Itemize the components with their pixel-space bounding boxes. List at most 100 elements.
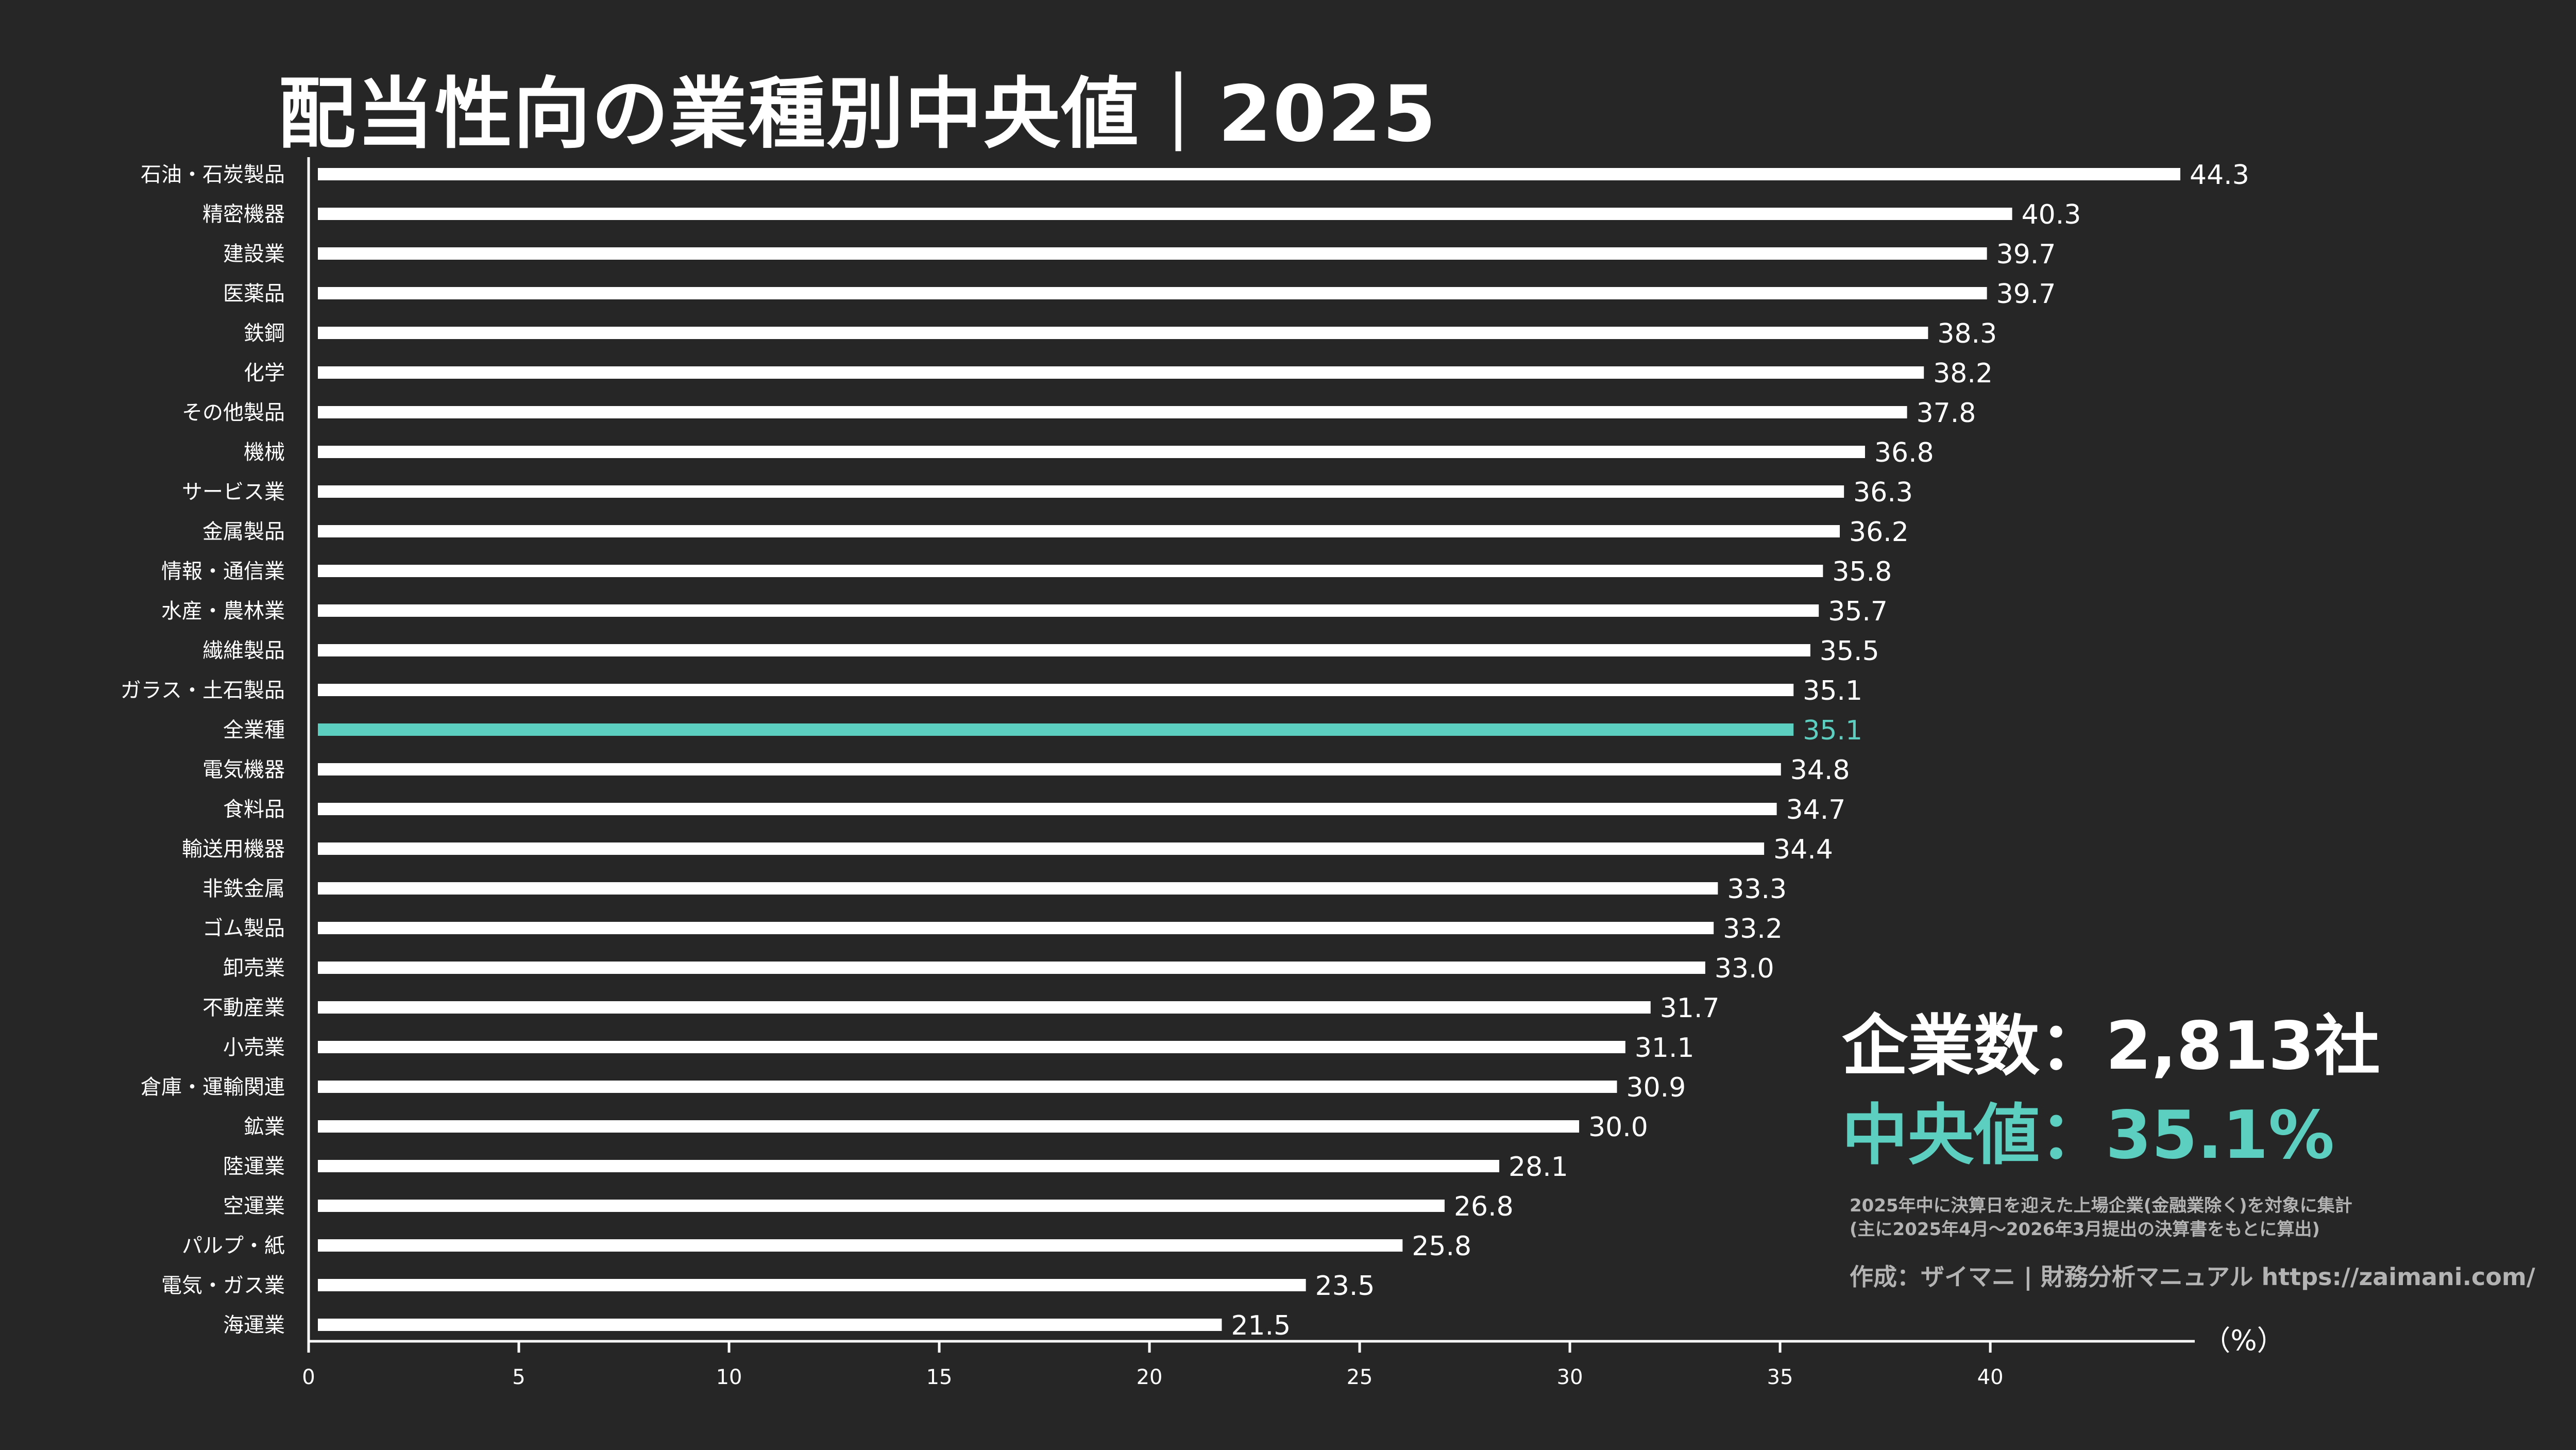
category-label-12: 繊維製品 bbox=[202, 639, 285, 663]
category-label-20: 卸売業 bbox=[223, 956, 285, 980]
category-label-26: 空運業 bbox=[223, 1194, 285, 1218]
x-tick-label-4: 20 bbox=[1137, 1365, 1163, 1389]
bar-10 bbox=[318, 565, 1823, 577]
value-label-29: 21.5 bbox=[1231, 1310, 1291, 1341]
page-title: 配当性向の業種別中央値｜2025 bbox=[278, 70, 1437, 159]
value-label-27: 25.8 bbox=[1412, 1231, 1471, 1262]
bar-25 bbox=[318, 1160, 1500, 1172]
value-label-19: 33.2 bbox=[1723, 914, 1783, 945]
bar-28 bbox=[318, 1279, 1306, 1291]
bar-1 bbox=[318, 208, 2012, 220]
value-label-18: 33.3 bbox=[1727, 874, 1787, 905]
category-label-18: 非鉄金属 bbox=[202, 877, 285, 901]
value-label-21: 31.7 bbox=[1660, 993, 1720, 1024]
value-label-22: 31.1 bbox=[1635, 1033, 1694, 1064]
x-tick-label-8: 40 bbox=[1977, 1365, 2004, 1389]
category-label-7: 機械 bbox=[244, 441, 285, 464]
value-label-24: 30.0 bbox=[1588, 1112, 1648, 1143]
bar-13 bbox=[318, 684, 1794, 696]
value-label-20: 33.0 bbox=[1715, 953, 1774, 984]
category-label-27: パルプ・紙 bbox=[182, 1234, 285, 1258]
footnote: 2025年中に決算日を迎えた上場企業(金融業除く)を対象に集計 (主に2025年… bbox=[1850, 1194, 2352, 1242]
summary-box: 企業数：2,813社 中央値：35.1% bbox=[1842, 1002, 2380, 1181]
x-axis-unit: （%） bbox=[2202, 1324, 2284, 1357]
bar-21 bbox=[318, 1001, 1651, 1014]
x-tick-label-5: 25 bbox=[1347, 1365, 1373, 1389]
value-label-0: 44.3 bbox=[2190, 160, 2249, 191]
value-label-9: 36.2 bbox=[1849, 517, 1909, 548]
bar-16 bbox=[318, 803, 1777, 815]
value-label-7: 36.8 bbox=[1874, 437, 1934, 468]
value-label-28: 23.5 bbox=[1315, 1271, 1375, 1302]
x-tick-label-6: 30 bbox=[1557, 1365, 1583, 1389]
bar-19 bbox=[318, 922, 1714, 934]
bar-15 bbox=[318, 763, 1781, 775]
bar-27 bbox=[318, 1239, 1403, 1252]
value-label-13: 35.1 bbox=[1803, 676, 1862, 706]
bar-23 bbox=[318, 1081, 1617, 1093]
x-axis: 0 5 10 15 20 25 30 35 40 bbox=[302, 157, 2195, 1389]
category-label-28: 電気・ガス業 bbox=[161, 1274, 285, 1297]
value-label-15: 34.8 bbox=[1790, 755, 1850, 786]
value-label-6: 37.8 bbox=[1917, 398, 1976, 429]
category-label-2: 建設業 bbox=[223, 242, 285, 266]
category-label-22: 小売業 bbox=[223, 1036, 285, 1059]
category-label-23: 倉庫・運輸関連 bbox=[141, 1075, 285, 1099]
footnote-line-2: (主に2025年4月〜2026年3月提出の決算書をもとに算出) bbox=[1850, 1219, 2320, 1240]
category-label-15: 電気機器 bbox=[202, 758, 285, 782]
value-label-12: 35.5 bbox=[1820, 636, 1879, 667]
bar-9 bbox=[318, 525, 1840, 537]
bar-4 bbox=[318, 327, 1928, 339]
bar-14 bbox=[318, 723, 1794, 736]
x-tick-label-3: 15 bbox=[926, 1365, 953, 1389]
bar-17 bbox=[318, 842, 1765, 855]
category-label-19: ゴム製品 bbox=[202, 917, 285, 940]
category-label-25: 陸運業 bbox=[223, 1155, 285, 1178]
value-label-16: 34.7 bbox=[1786, 795, 1846, 825]
bar-2 bbox=[318, 247, 1987, 260]
bar-11 bbox=[318, 604, 1819, 617]
bar-8 bbox=[318, 485, 1844, 498]
median-value-text: 中央値：35.1% bbox=[1842, 1097, 2335, 1174]
bar-6 bbox=[318, 406, 1907, 418]
value-label-2: 39.7 bbox=[1996, 239, 2056, 270]
value-label-4: 38.3 bbox=[1937, 318, 1997, 349]
category-label-11: 水産・農林業 bbox=[161, 599, 285, 623]
category-label-5: 化学 bbox=[244, 361, 285, 385]
value-label-14: 35.1 bbox=[1803, 715, 1862, 746]
value-label-10: 35.8 bbox=[1832, 557, 1892, 587]
category-label-8: サービス業 bbox=[182, 480, 285, 504]
value-label-26: 26.8 bbox=[1454, 1191, 1514, 1222]
bar-26 bbox=[318, 1200, 1445, 1212]
category-label-3: 医薬品 bbox=[223, 282, 285, 306]
company-count-text: 企業数：2,813社 bbox=[1842, 1008, 2380, 1085]
bars-layer: 石油・石炭製品 44.3 精密機器 40.3 建設業 39.7 医薬品 39.7 鉄鋼 38.3 化… bbox=[121, 160, 2249, 1341]
bar-5 bbox=[318, 366, 1924, 379]
value-label-11: 35.7 bbox=[1828, 596, 1888, 627]
bar-0 bbox=[318, 168, 2180, 180]
category-label-21: 不動産業 bbox=[202, 996, 285, 1020]
bar-22 bbox=[318, 1041, 1625, 1053]
value-label-17: 34.4 bbox=[1773, 834, 1833, 865]
category-label-14: 全業種 bbox=[223, 718, 285, 742]
category-label-29: 海運業 bbox=[223, 1313, 285, 1337]
category-label-16: 食料品 bbox=[223, 798, 285, 821]
value-label-8: 36.3 bbox=[1853, 477, 1913, 508]
category-label-17: 輸送用機器 bbox=[182, 837, 285, 861]
value-label-3: 39.7 bbox=[1996, 279, 2056, 310]
bar-12 bbox=[318, 644, 1810, 656]
bar-20 bbox=[318, 962, 1705, 974]
value-label-5: 38.2 bbox=[1933, 358, 1993, 389]
bar-3 bbox=[318, 287, 1987, 299]
category-label-0: 石油・石炭製品 bbox=[141, 163, 285, 187]
bar-7 bbox=[318, 446, 1865, 458]
category-label-6: その他製品 bbox=[182, 401, 285, 425]
category-label-10: 情報・通信業 bbox=[161, 560, 285, 583]
category-label-1: 精密機器 bbox=[202, 203, 285, 226]
x-tick-label-2: 10 bbox=[716, 1365, 742, 1389]
bar-24 bbox=[318, 1120, 1580, 1133]
credit-text: 作成：ザイマニ | 財務分析マニュアル https://zaimani.com/ bbox=[1850, 1263, 2535, 1291]
category-label-4: 鉄鋼 bbox=[244, 322, 285, 345]
footnote-line-1: 2025年中に決算日を迎えた上場企業(金融業除く)を対象に集計 bbox=[1850, 1195, 2352, 1216]
